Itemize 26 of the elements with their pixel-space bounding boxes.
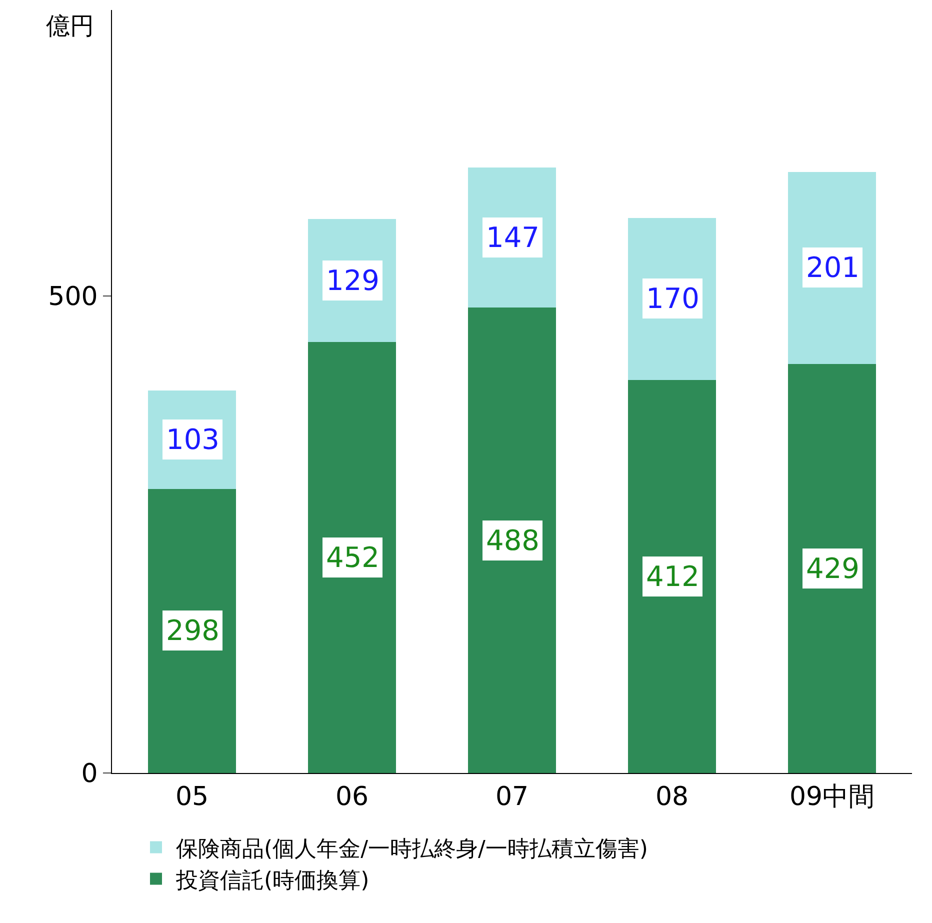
x-tick-label: 08 [655,782,689,812]
bar [628,380,716,773]
bar [788,364,876,773]
bar [468,308,556,773]
bar [308,342,396,773]
data-label: 129 [326,264,380,297]
x-tick-label: 06 [335,782,369,812]
legend-label: 投資信託(時価換算) [175,868,370,894]
x-tick-label: 05 [175,782,209,812]
data-label: 488 [486,524,540,557]
data-label: 412 [646,560,700,593]
y-tick-label: 500 [48,282,98,312]
x-tick-label: 09中間 [789,782,875,812]
bar [148,488,236,773]
x-tick-label: 07 [495,782,529,812]
data-label: 452 [326,541,380,574]
data-label: 103 [166,423,220,456]
y-axis-title: 億円 [46,12,94,40]
bar [788,172,876,364]
data-label: 201 [806,251,860,284]
data-label: 429 [806,552,860,585]
data-label: 298 [166,614,220,647]
data-label: 147 [486,221,540,254]
legend-label: 保険商品(個人年金/一時払終身/一時払積立傷害) [176,836,648,862]
data-label: 170 [646,282,700,315]
y-tick-label: 0 [81,759,98,790]
